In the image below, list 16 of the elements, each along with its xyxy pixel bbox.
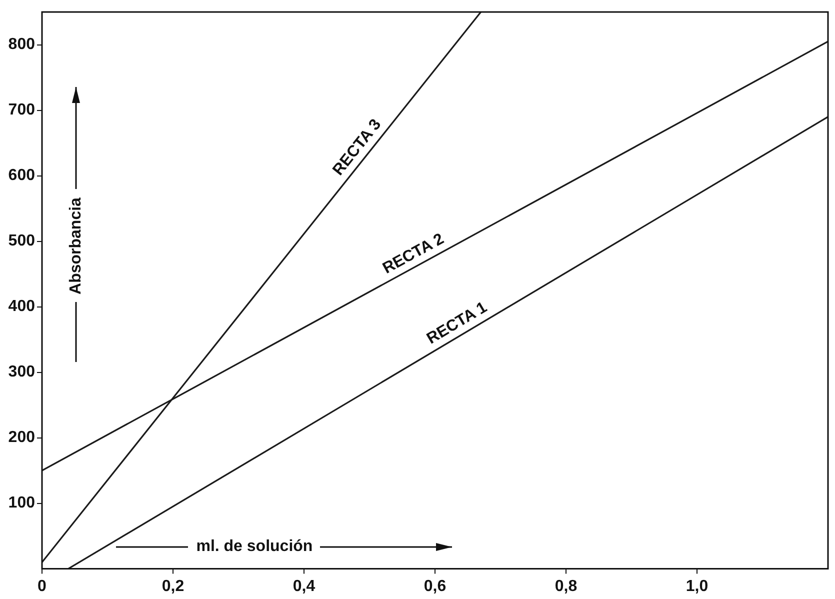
y-tick-label: 800: [8, 36, 36, 54]
y-tick-label: 200: [8, 429, 36, 446]
x-tick-label: 0,8: [554, 578, 578, 595]
y-axis-title: Absorbancia: [66, 197, 85, 294]
x-axis-title: ml. de solución: [196, 538, 313, 556]
y-tick-label: 700: [8, 102, 36, 119]
x-tick-label: 0,4: [292, 578, 316, 595]
x-tick-label: 0: [38, 578, 47, 595]
y-tick-label: 400: [8, 298, 36, 316]
x-tick-label: 1,0: [686, 578, 708, 595]
y-tick-label: 600: [8, 167, 36, 184]
x-tick-label: 0,2: [162, 578, 184, 595]
y-tick-label: 500: [8, 232, 36, 250]
y-tick-label: 300: [8, 364, 36, 381]
x-tick-label: 0,6: [424, 578, 446, 595]
y-tick-label: 100: [8, 494, 36, 512]
